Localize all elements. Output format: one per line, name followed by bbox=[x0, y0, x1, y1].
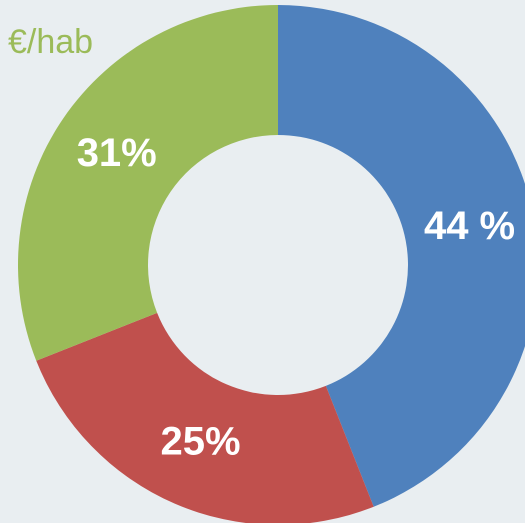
donut-segment bbox=[278, 5, 525, 507]
value-label: 31% bbox=[77, 131, 157, 175]
donut-segment bbox=[36, 312, 374, 523]
chart-subtitle: €/hab bbox=[8, 23, 93, 61]
value-label: 44 % bbox=[424, 204, 515, 248]
value-label: 25% bbox=[161, 420, 241, 464]
donut-segment bbox=[17, 5, 279, 361]
